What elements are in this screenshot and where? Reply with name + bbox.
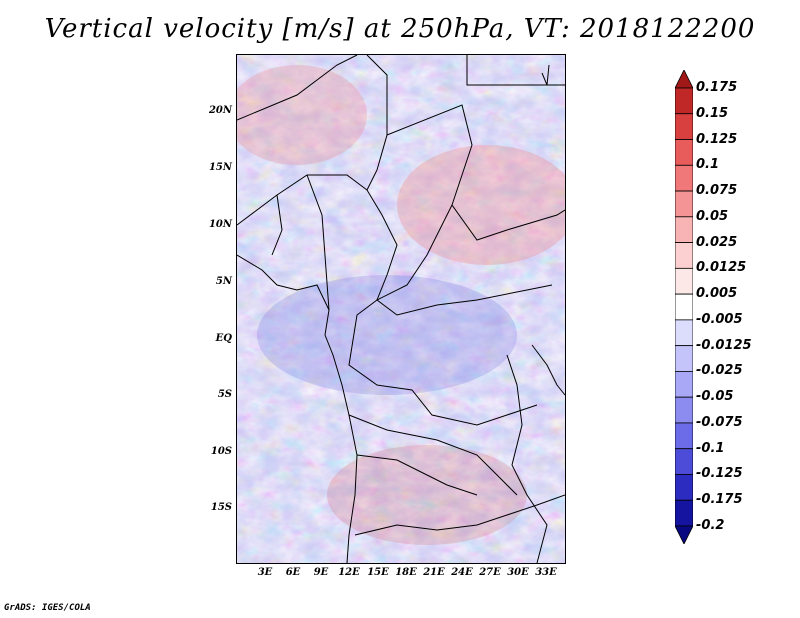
colorbar xyxy=(674,69,694,545)
colorbar-label: -0.175 xyxy=(696,492,743,508)
colorbar-segment xyxy=(674,345,694,372)
y-label-10s: 10S xyxy=(210,446,232,457)
page-title: Vertical velocity [m/s] at 250hPa, VT: 2… xyxy=(44,14,756,44)
y-label-eq: EQ xyxy=(215,333,232,344)
colorbar-label: -0.075 xyxy=(696,414,743,430)
colorbar-label: 0.025 xyxy=(696,234,738,250)
credit-text: GrADS: IGES/COLA xyxy=(4,603,91,613)
colorbar-label: -0.0125 xyxy=(696,337,752,353)
velocity-field-map xyxy=(237,55,565,563)
velocity-shading xyxy=(237,55,565,563)
colorbar-graphic xyxy=(674,69,694,545)
colorbar-segment xyxy=(674,164,694,192)
x-label-21e: 21E xyxy=(423,567,445,578)
colorbar-segment xyxy=(674,113,694,140)
colorbar-segment xyxy=(674,139,694,166)
colorbar-segment xyxy=(674,242,694,269)
x-label-33e: 33E xyxy=(535,567,557,578)
colorbar-segment xyxy=(674,371,694,398)
y-label-20n: 20N xyxy=(208,105,232,116)
colorbar-label: 0.005 xyxy=(696,286,738,302)
y-label-10n: 10N xyxy=(208,219,232,230)
x-label-30e: 30E xyxy=(507,567,529,578)
colorbar-label: 0.1 xyxy=(696,157,720,173)
colorbar-segment xyxy=(674,474,694,501)
colorbar-label: 0.125 xyxy=(696,131,738,147)
colorbar-label: -0.025 xyxy=(696,363,743,379)
colorbar-label: -0.005 xyxy=(696,311,743,327)
country-borders xyxy=(237,55,565,563)
x-label-3e: 3E xyxy=(257,567,273,578)
colorbar-segment xyxy=(674,216,694,243)
x-label-9e: 9E xyxy=(313,567,329,578)
colorbar-label: 0.075 xyxy=(696,183,738,199)
y-label-5n: 5N xyxy=(215,276,232,287)
colorbar-label: 0.05 xyxy=(696,208,729,224)
colorbar-label: -0.2 xyxy=(696,518,725,533)
colorbar-segment xyxy=(674,293,694,321)
colorbar-label: -0.1 xyxy=(696,440,725,456)
colorbar-segment xyxy=(674,190,694,218)
x-label-24e: 24E xyxy=(451,567,473,578)
colorbar-segment xyxy=(674,396,694,424)
x-label-18e: 18E xyxy=(395,567,417,578)
colorbar-label: 0.0125 xyxy=(696,260,747,276)
colorbar-label: -0.05 xyxy=(696,389,734,405)
x-label-15e: 15E xyxy=(367,567,389,578)
colorbar-segment xyxy=(674,422,694,450)
x-label-27e: 27E xyxy=(479,567,501,578)
y-label-5s: 5S xyxy=(217,389,232,400)
y-label-15s: 15S xyxy=(210,502,232,513)
x-label-6e: 6E xyxy=(285,567,301,578)
colorbar-segment xyxy=(674,448,694,475)
colorbar-label: 0.15 xyxy=(696,105,729,121)
colorbar-segment xyxy=(674,267,694,295)
x-label-12e: 12E xyxy=(338,567,360,578)
colorbar-top-arrow xyxy=(674,69,694,89)
y-label-15n: 15N xyxy=(208,162,232,173)
colorbar-segment xyxy=(674,499,694,527)
colorbar-label: 0.175 xyxy=(696,80,738,95)
colorbar-segment xyxy=(674,87,694,115)
colorbar-segment xyxy=(674,319,694,347)
colorbar-bottom-arrow xyxy=(674,525,694,545)
map-panel xyxy=(236,54,566,564)
colorbar-label: -0.125 xyxy=(696,466,743,482)
